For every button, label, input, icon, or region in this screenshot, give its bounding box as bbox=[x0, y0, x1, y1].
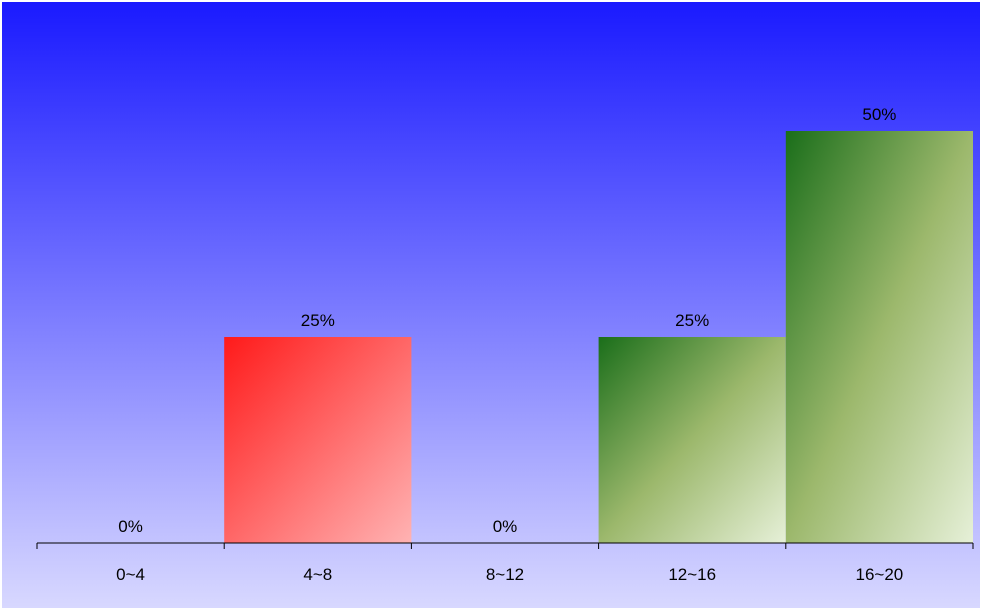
bars bbox=[224, 131, 973, 543]
value-label-16~20: 50% bbox=[862, 105, 896, 124]
category-label-8~12: 8~12 bbox=[486, 565, 524, 584]
category-label-4~8: 4~8 bbox=[303, 565, 332, 584]
bar-16~20 bbox=[785, 131, 973, 543]
bar-12~16 bbox=[598, 337, 786, 543]
value-label-8~12: 0% bbox=[493, 517, 518, 536]
category-label-16~20: 16~20 bbox=[856, 565, 904, 584]
value-label-0~4: 0% bbox=[118, 517, 143, 536]
bar-4~8 bbox=[224, 337, 412, 543]
value-label-12~16: 25% bbox=[675, 311, 709, 330]
x-axis bbox=[36, 542, 974, 549]
value-label-4~8: 25% bbox=[301, 311, 335, 330]
labels: 0% 0~4 25% 4~8 0% 8~12 25% 12~16 50% 16~20 bbox=[116, 105, 903, 584]
category-label-0~4: 0~4 bbox=[116, 565, 145, 584]
category-label-12~16: 12~16 bbox=[668, 565, 716, 584]
